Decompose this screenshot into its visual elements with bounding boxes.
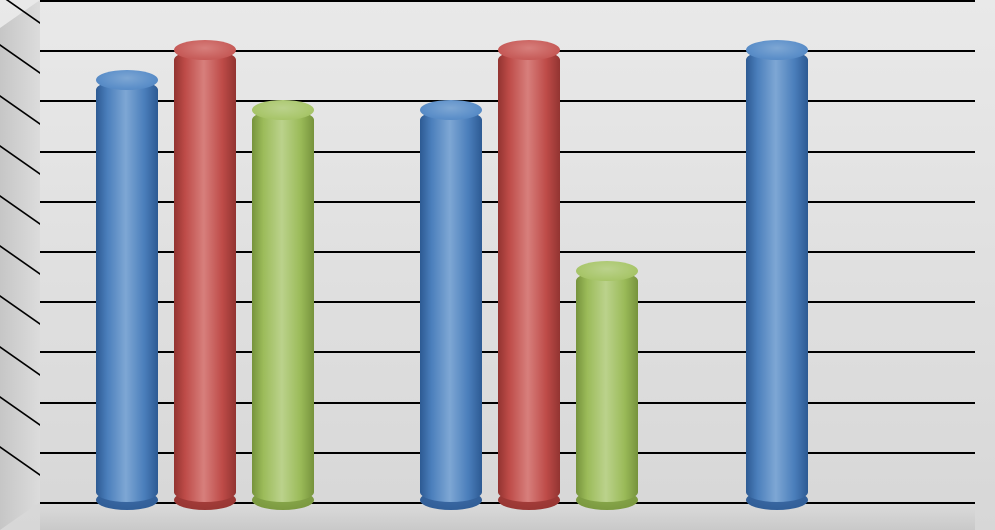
bar-body xyxy=(174,50,236,502)
bar-body xyxy=(96,80,158,502)
bar-body xyxy=(420,110,482,502)
bar-green xyxy=(576,261,638,502)
bar-blue xyxy=(746,40,808,502)
bar-body xyxy=(498,50,560,502)
bar-blue xyxy=(96,70,158,502)
bar-red xyxy=(174,40,236,502)
bar-cap xyxy=(576,261,638,281)
bar-red xyxy=(498,40,560,502)
chart-bars-area xyxy=(40,0,975,502)
chart-3d-cylinder-bars xyxy=(0,0,995,530)
bar-body xyxy=(252,110,314,502)
bar-body xyxy=(576,271,638,502)
bar-blue xyxy=(420,100,482,502)
bar-body xyxy=(746,50,808,502)
bar-green xyxy=(252,100,314,502)
